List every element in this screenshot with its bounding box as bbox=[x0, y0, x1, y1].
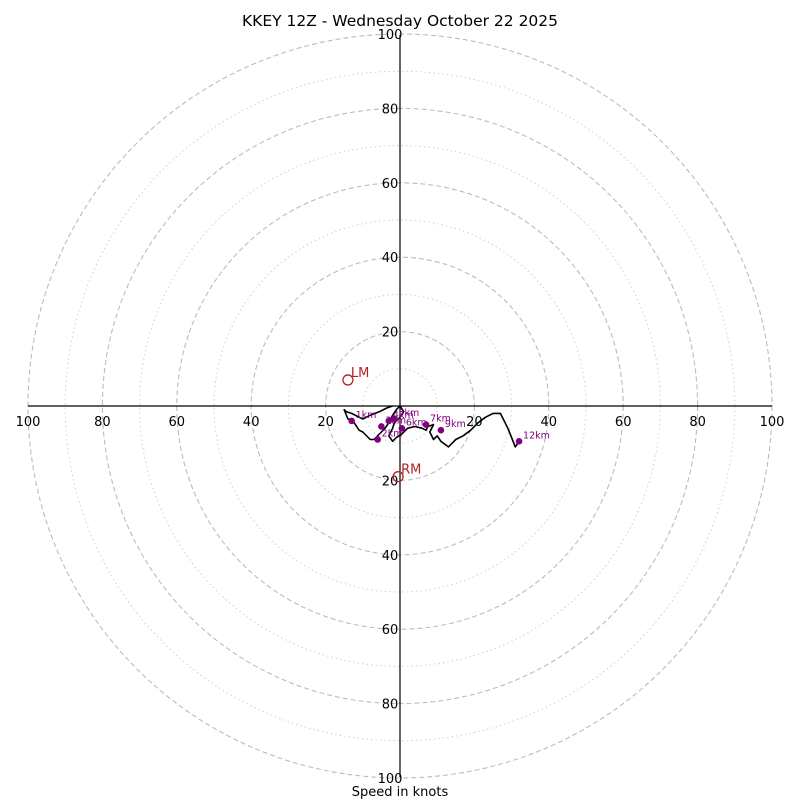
y-tick-label: 80 bbox=[382, 698, 399, 713]
y-tick-label: 60 bbox=[382, 177, 399, 192]
x-axis-label: Speed in knots bbox=[352, 785, 449, 800]
x-tick-label: 60 bbox=[169, 415, 186, 430]
height-marker-label: 5km bbox=[398, 408, 419, 419]
y-tick-label: 80 bbox=[382, 102, 399, 117]
y-tick-label: 40 bbox=[382, 549, 399, 564]
height-marker-label: 4km bbox=[393, 410, 414, 421]
y-tick-label: 100 bbox=[378, 28, 403, 43]
height-marker-label: 6km bbox=[406, 417, 427, 428]
x-tick-label: 100 bbox=[16, 415, 41, 430]
x-tick-label: 60 bbox=[615, 415, 632, 430]
storm-motion-label: LM bbox=[351, 366, 369, 381]
height-marker-7km bbox=[422, 421, 430, 428]
height-marker-5km bbox=[391, 415, 398, 423]
height-markers: 1km2km3km4km5km6km7km9km12km bbox=[348, 408, 550, 445]
storm-motion-lm bbox=[342, 374, 354, 386]
height-marker-label: 12km bbox=[523, 430, 550, 441]
height-marker-1km bbox=[348, 417, 355, 425]
y-tick-label: 100 bbox=[378, 772, 403, 787]
chart-title: KKEY 12Z - Wednesday October 22 2025 bbox=[242, 12, 558, 30]
height-marker-label: 2km bbox=[382, 428, 403, 439]
y-tick-label: 60 bbox=[382, 623, 399, 638]
height-marker-label: 9km bbox=[445, 419, 466, 430]
y-tick-label: 20 bbox=[382, 326, 399, 341]
height-marker-3km bbox=[378, 423, 385, 430]
storm-motion-label: RM bbox=[401, 463, 421, 478]
x-tick-label: 20 bbox=[317, 415, 334, 430]
y-tick-label: 20 bbox=[382, 474, 399, 489]
height-marker-label: 1km bbox=[356, 410, 377, 421]
x-tick-label: 80 bbox=[94, 415, 111, 430]
height-marker-label: 7km bbox=[430, 414, 451, 425]
tick-labels: 100 80 60 40 20 20 40 60 80 100 100 80 60 40 20 20 40 60 8… bbox=[16, 28, 785, 787]
height-marker-4km bbox=[385, 417, 393, 425]
x-tick-label: 40 bbox=[541, 415, 558, 430]
x-tick-label: 100 bbox=[760, 415, 785, 430]
storm-motion-rm bbox=[392, 471, 404, 483]
x-tick-label: 40 bbox=[243, 415, 260, 430]
storm-motion-markers: LM RM bbox=[342, 366, 421, 483]
height-marker-9km bbox=[437, 426, 445, 434]
height-marker-12km bbox=[515, 438, 523, 445]
height-marker-6km bbox=[398, 425, 406, 432]
x-tick-label: 20 bbox=[466, 415, 483, 430]
y-tick-label: 40 bbox=[382, 251, 399, 266]
height-marker-2km bbox=[374, 436, 381, 443]
x-tick-label: 80 bbox=[689, 415, 706, 430]
